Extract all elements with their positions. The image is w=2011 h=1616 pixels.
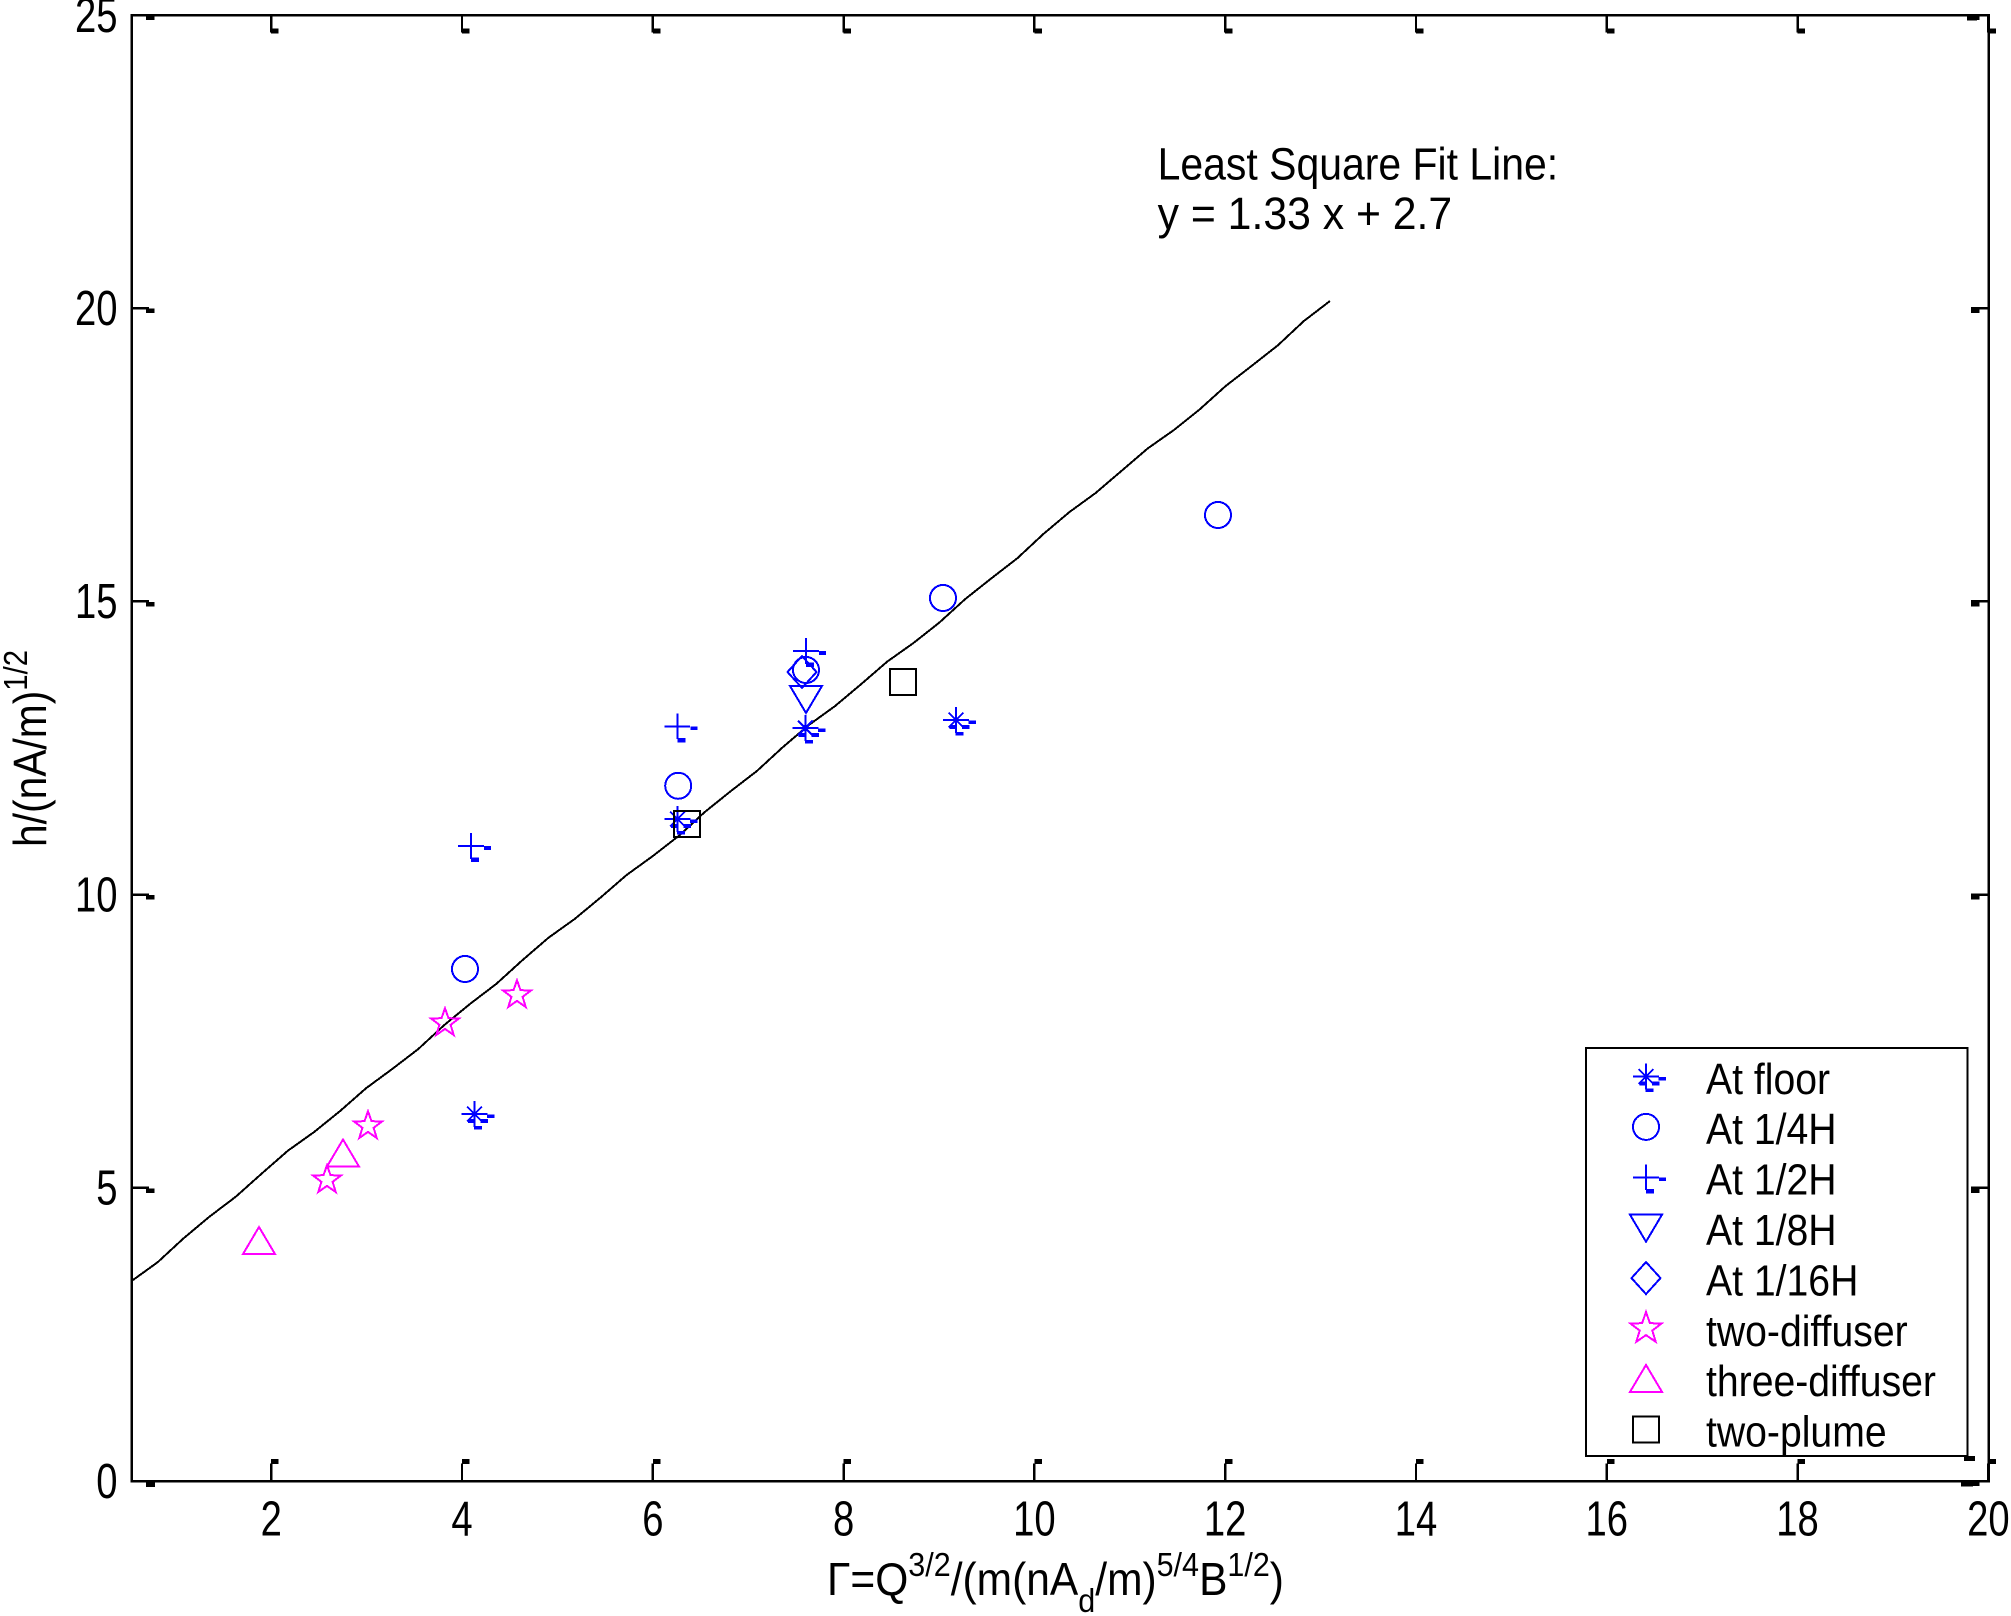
svg-text:At 1/2H: At 1/2H [1706, 1154, 1837, 1204]
svg-text:y = 1.33 x + 2.7: y = 1.33 x + 2.7 [1158, 189, 1453, 239]
svg-text:1/2: 1/2 [0, 650, 34, 691]
svg-text:10: 10 [75, 868, 118, 923]
svg-text:h/(nA/m): h/(nA/m) [6, 691, 57, 847]
svg-text:d: d [1078, 1582, 1095, 1616]
svg-text:At 1/4H: At 1/4H [1706, 1104, 1837, 1154]
svg-text:Least Square Fit Line:: Least Square Fit Line: [1158, 140, 1559, 190]
svg-text:5: 5 [96, 1161, 117, 1216]
svg-text:15: 15 [75, 575, 118, 630]
svg-text:three-diffuser: three-diffuser [1706, 1356, 1936, 1406]
svg-text:6: 6 [642, 1492, 663, 1547]
svg-text:two-diffuser: two-diffuser [1706, 1306, 1908, 1356]
svg-text:8: 8 [833, 1492, 854, 1547]
svg-text:At 1/8H: At 1/8H [1706, 1205, 1837, 1255]
svg-text:two-plume: two-plume [1706, 1406, 1887, 1456]
svg-text:5/4: 5/4 [1157, 1546, 1199, 1583]
svg-text:4: 4 [451, 1492, 472, 1547]
svg-text:3/2: 3/2 [908, 1546, 950, 1583]
svg-text:2: 2 [261, 1492, 282, 1547]
svg-text:20: 20 [1967, 1492, 2010, 1547]
svg-text:20: 20 [75, 282, 118, 337]
svg-text:0: 0 [96, 1454, 117, 1509]
svg-text:16: 16 [1586, 1492, 1629, 1547]
svg-text:/(m(nA: /(m(nA [951, 1554, 1079, 1605]
svg-text:25: 25 [75, 0, 118, 43]
svg-text:Γ=Q: Γ=Q [827, 1554, 908, 1605]
svg-text:12: 12 [1204, 1492, 1247, 1547]
svg-text:B: B [1199, 1554, 1227, 1605]
svg-text:1/2: 1/2 [1227, 1546, 1269, 1583]
svg-text:At floor: At floor [1706, 1054, 1830, 1104]
svg-text:): ) [1270, 1554, 1284, 1605]
svg-text:10: 10 [1013, 1492, 1056, 1547]
svg-text:14: 14 [1395, 1492, 1438, 1547]
svg-text:18: 18 [1776, 1492, 1819, 1547]
svg-text:At 1/16H: At 1/16H [1706, 1255, 1858, 1305]
svg-text:/m): /m) [1095, 1554, 1156, 1605]
